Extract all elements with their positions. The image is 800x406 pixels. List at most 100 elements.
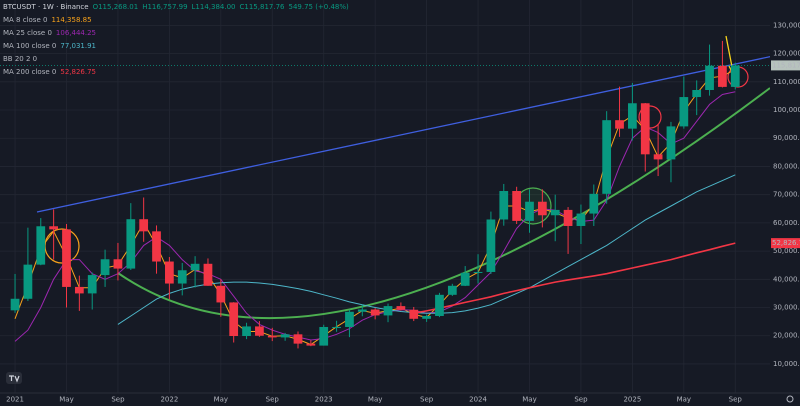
trend-line [36, 54, 779, 213]
legend-name: MA 25 close 0 [3, 29, 52, 37]
y-tick-label: 110,000.00 [773, 78, 800, 86]
candle-body [692, 89, 702, 98]
x-tick-label: 2022 [160, 396, 178, 404]
candle-body [435, 294, 444, 316]
candle-body [550, 209, 560, 216]
ohlc-value: O115,268.01 [93, 3, 139, 11]
candle-body [718, 65, 727, 87]
candle-body [319, 326, 329, 346]
candle-body [679, 97, 689, 127]
candle-body [306, 343, 316, 346]
x-tick-label: Sep [574, 396, 588, 404]
candle-body [23, 264, 33, 299]
y-tick-label: 20,000.00 [773, 332, 800, 340]
x-tick-label: 2025 [623, 396, 641, 404]
ohlc-value: L114,384.00 [192, 3, 236, 11]
candle-body [62, 229, 71, 287]
candle-body [216, 285, 226, 303]
ohlc-value: 549.75 (+0.48%) [288, 3, 349, 11]
candle-body [10, 298, 20, 311]
logo-box [6, 372, 22, 384]
y-tick-label: 70,000.00 [773, 191, 800, 199]
x-tick-label: 2023 [315, 396, 333, 404]
circle-drawing [638, 105, 662, 129]
candle-body [512, 190, 522, 221]
candle-body [293, 334, 303, 344]
candle-body [499, 190, 509, 220]
y-tick-label: 40,000.00 [773, 275, 800, 283]
candle-body [730, 65, 740, 87]
candle-body [255, 326, 264, 336]
legend-entry: MA 200 close 0 52,826.75 [3, 68, 96, 76]
legend-entry: MA 100 close 0 77,031.91 [3, 42, 96, 50]
candle-body [74, 286, 84, 294]
candle-body [447, 285, 457, 295]
curve-drawing [117, 87, 771, 320]
y-tick-label: 130,000.00 [773, 21, 800, 29]
x-tick-label: May [368, 396, 382, 404]
y-tick-label: 10,000.00 [773, 360, 800, 368]
x-tick-label: May [59, 396, 73, 404]
candle-body [203, 263, 213, 286]
y-tick-label: 100,000.00 [773, 106, 800, 114]
ohlc-value: H116,757.99 [142, 3, 187, 11]
x-tick-label: May [677, 396, 691, 404]
x-tick-label: May [522, 396, 536, 404]
ma-line [413, 242, 736, 314]
legend-name: MA 100 close 0 [3, 42, 56, 50]
y-tick-label: 60,000.00 [773, 219, 800, 227]
y-tick-label: 90,000.00 [773, 134, 800, 142]
candle-body [370, 309, 380, 316]
settings-icon[interactable] [786, 395, 794, 403]
legend-name: MA 8 close 0 [3, 16, 47, 24]
symbol-header: BTCUSDT · 1W · Binance O115,268.01 H116,75… [3, 3, 349, 11]
candle-body [332, 326, 341, 328]
candle-body [126, 219, 136, 269]
last-price-label: 115,817.76 [772, 61, 800, 69]
ohlc-value: C115,817.76 [240, 3, 286, 11]
grid [0, 0, 770, 393]
last-price-box [771, 60, 800, 71]
legend-value: 106,444.25 [56, 29, 96, 37]
candle-body [87, 275, 97, 294]
candle-body [615, 120, 624, 129]
plot [10, 40, 740, 349]
candle-body [139, 219, 149, 232]
y-tick-label: 80,000.00 [773, 162, 800, 170]
ma-price-label: 52,826.75 [772, 239, 800, 247]
x-tick-label: 2024 [469, 396, 487, 404]
candle-body [602, 120, 612, 194]
candle-body [576, 213, 586, 226]
candle-body [267, 335, 277, 338]
x-tick-label: Sep [420, 396, 434, 404]
candle-body [563, 209, 573, 226]
candle-body [345, 311, 354, 327]
ma-price-box [771, 238, 800, 249]
legend-entry: BB 20 2 0 [3, 55, 37, 63]
candle-body [705, 65, 714, 90]
candle-body [486, 219, 496, 272]
candle-body [628, 103, 637, 129]
candle-body [640, 103, 650, 155]
candle-body [100, 259, 110, 276]
candle-body [653, 154, 663, 160]
candle-body [190, 263, 200, 271]
y-tick-label: 50,000.00 [773, 247, 800, 255]
candle-body [113, 259, 123, 269]
x-tick-label: Sep [729, 396, 743, 404]
candle-body [165, 261, 174, 284]
candle-body [280, 334, 290, 338]
legend-value: 77,031.91 [60, 42, 96, 50]
x-tick-label: May [214, 396, 228, 404]
candle-body [409, 309, 419, 319]
candle-body [589, 193, 599, 214]
candle-body [177, 270, 187, 284]
candle-body [396, 306, 406, 310]
candle-body [473, 271, 483, 273]
legend-name: BB 20 2 0 [3, 55, 37, 63]
candle-body [152, 231, 161, 262]
candle-body [422, 315, 431, 319]
